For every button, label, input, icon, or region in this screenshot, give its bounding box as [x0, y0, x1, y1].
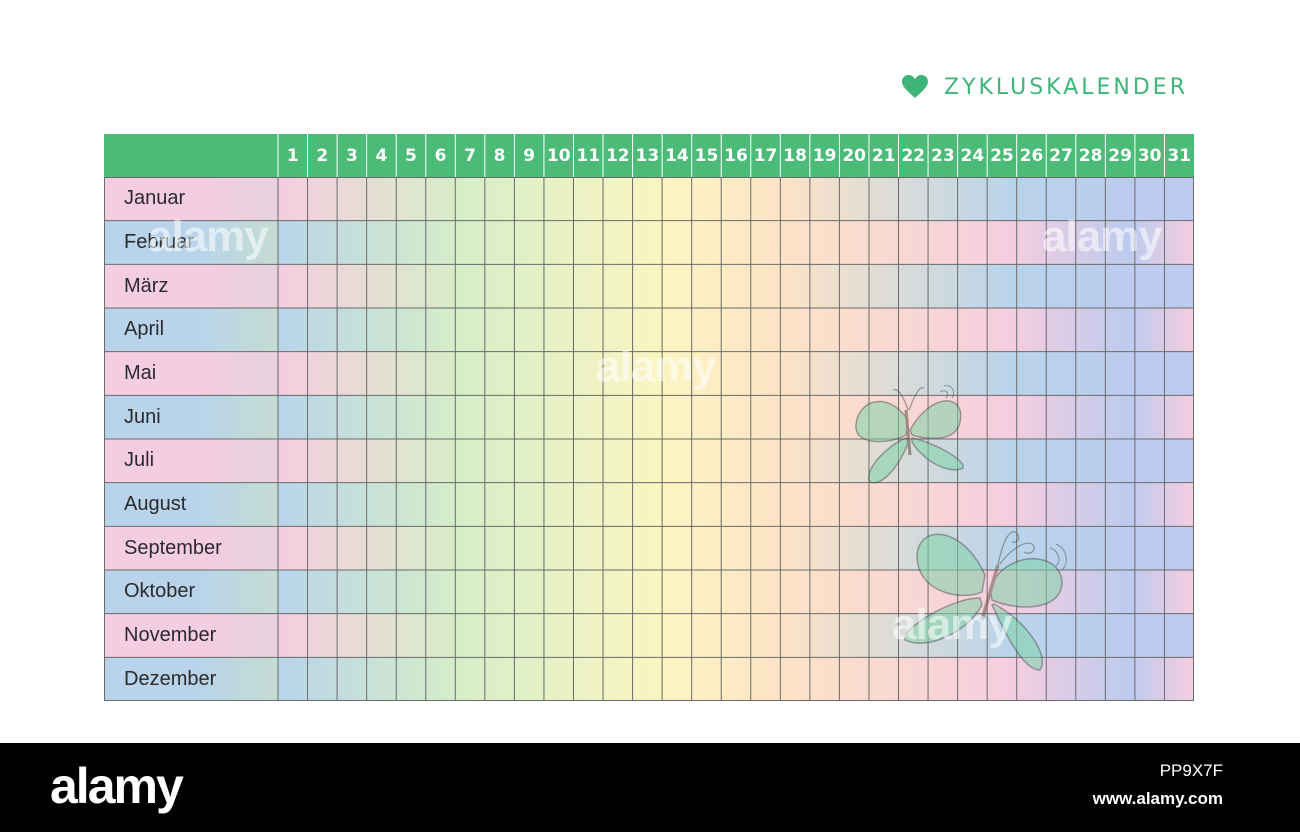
day-number-23: 23 [931, 145, 955, 166]
month-label: Januar [104, 177, 278, 221]
day-number-19: 19 [812, 145, 837, 166]
month-row: April [104, 308, 1194, 352]
month-label: Dezember [104, 657, 278, 701]
month-label: April [104, 308, 278, 352]
image-id: PP9X7F [1159, 761, 1223, 780]
day-number-14: 14 [665, 145, 689, 166]
month-label: September [104, 526, 278, 570]
watermark-mark: alamy [892, 600, 1013, 649]
month-label: Oktober [104, 570, 278, 614]
butterfly-icon [855, 385, 964, 484]
day-cells[interactable] [278, 613, 1194, 658]
page-title: ZYKLUSKALENDER [944, 74, 1188, 100]
day-number-8: 8 [493, 145, 506, 166]
day-cells[interactable] [278, 264, 1194, 308]
watermark-mark: alamy [596, 342, 717, 391]
calendar-header: 1 2 3 4 5 6 7 8 9 10 11 12 13 14 15 16 17 18 19 20 21 22 23 24 2… [104, 134, 1194, 177]
grid-lines [104, 134, 1194, 701]
alamy-logo: alamy [50, 758, 184, 814]
day-cells[interactable] [278, 351, 1194, 396]
month-label: November [104, 613, 278, 658]
day-number-5: 5 [405, 145, 417, 166]
day-number-10: 10 [546, 145, 571, 166]
day-cells[interactable] [278, 220, 1194, 265]
heart-icon [902, 75, 928, 98]
day-cells[interactable] [278, 482, 1194, 527]
month-label: Juli [104, 439, 278, 483]
month-row: Juli [104, 439, 1194, 483]
month-row: August [104, 482, 1194, 527]
month-row: März [104, 264, 1194, 308]
day-number-26: 26 [1019, 145, 1044, 166]
day-number-18: 18 [783, 145, 807, 166]
day-number-4: 4 [375, 145, 388, 166]
day-number-21: 21 [871, 145, 896, 166]
day-number-27: 27 [1049, 145, 1073, 166]
month-row: Mai [104, 351, 1194, 396]
day-number-11: 11 [576, 145, 601, 166]
month-row: November [104, 613, 1194, 658]
day-cells[interactable] [278, 395, 1194, 439]
day-number-20: 20 [842, 145, 867, 166]
day-cells[interactable] [278, 177, 1194, 221]
title-area: ZYKLUSKALENDER [902, 72, 1188, 102]
butterfly-icon [904, 531, 1067, 671]
month-label: Februar [104, 220, 278, 265]
stock-footer: alamy PP9X7F www.alamy.com [0, 743, 1300, 832]
month-row: Januar [104, 177, 1194, 221]
day-number-28: 28 [1078, 145, 1103, 166]
day-number-1: 1 [286, 145, 299, 166]
day-number-6: 6 [434, 145, 447, 166]
month-row: Juni [104, 395, 1194, 439]
day-number-30: 30 [1137, 145, 1162, 166]
day-number-17: 17 [753, 145, 778, 166]
watermark-mark: alamy [148, 212, 269, 261]
footer-url[interactable]: www.alamy.com [1092, 789, 1223, 808]
day-number-24: 24 [960, 145, 985, 166]
day-number-12: 12 [605, 145, 630, 166]
month-label: Mai [104, 351, 278, 396]
day-number-7: 7 [464, 145, 476, 166]
day-cells[interactable] [278, 308, 1194, 352]
day-number-15: 15 [694, 145, 719, 166]
day-number-9: 9 [523, 145, 536, 166]
day-number-29: 29 [1108, 145, 1132, 166]
month-row: Februar [104, 220, 1194, 265]
day-number-13: 13 [635, 145, 660, 166]
day-number-22: 22 [901, 145, 926, 166]
watermark-mark: alamy [1042, 212, 1163, 261]
day-number-31: 31 [1167, 145, 1192, 166]
day-cells[interactable] [278, 439, 1194, 483]
day-number-3: 3 [345, 145, 358, 166]
day-number-25: 25 [990, 145, 1014, 166]
month-label: August [104, 482, 278, 527]
cycle-calendar-table: 1 2 3 4 5 6 7 8 9 10 11 12 13 14 15 16 17 18 19 20 21 22 23 24 2… [104, 134, 1194, 701]
day-number-2: 2 [316, 145, 329, 166]
month-label: März [104, 264, 278, 308]
month-label: Juni [104, 395, 278, 439]
day-number-16: 16 [724, 145, 748, 166]
